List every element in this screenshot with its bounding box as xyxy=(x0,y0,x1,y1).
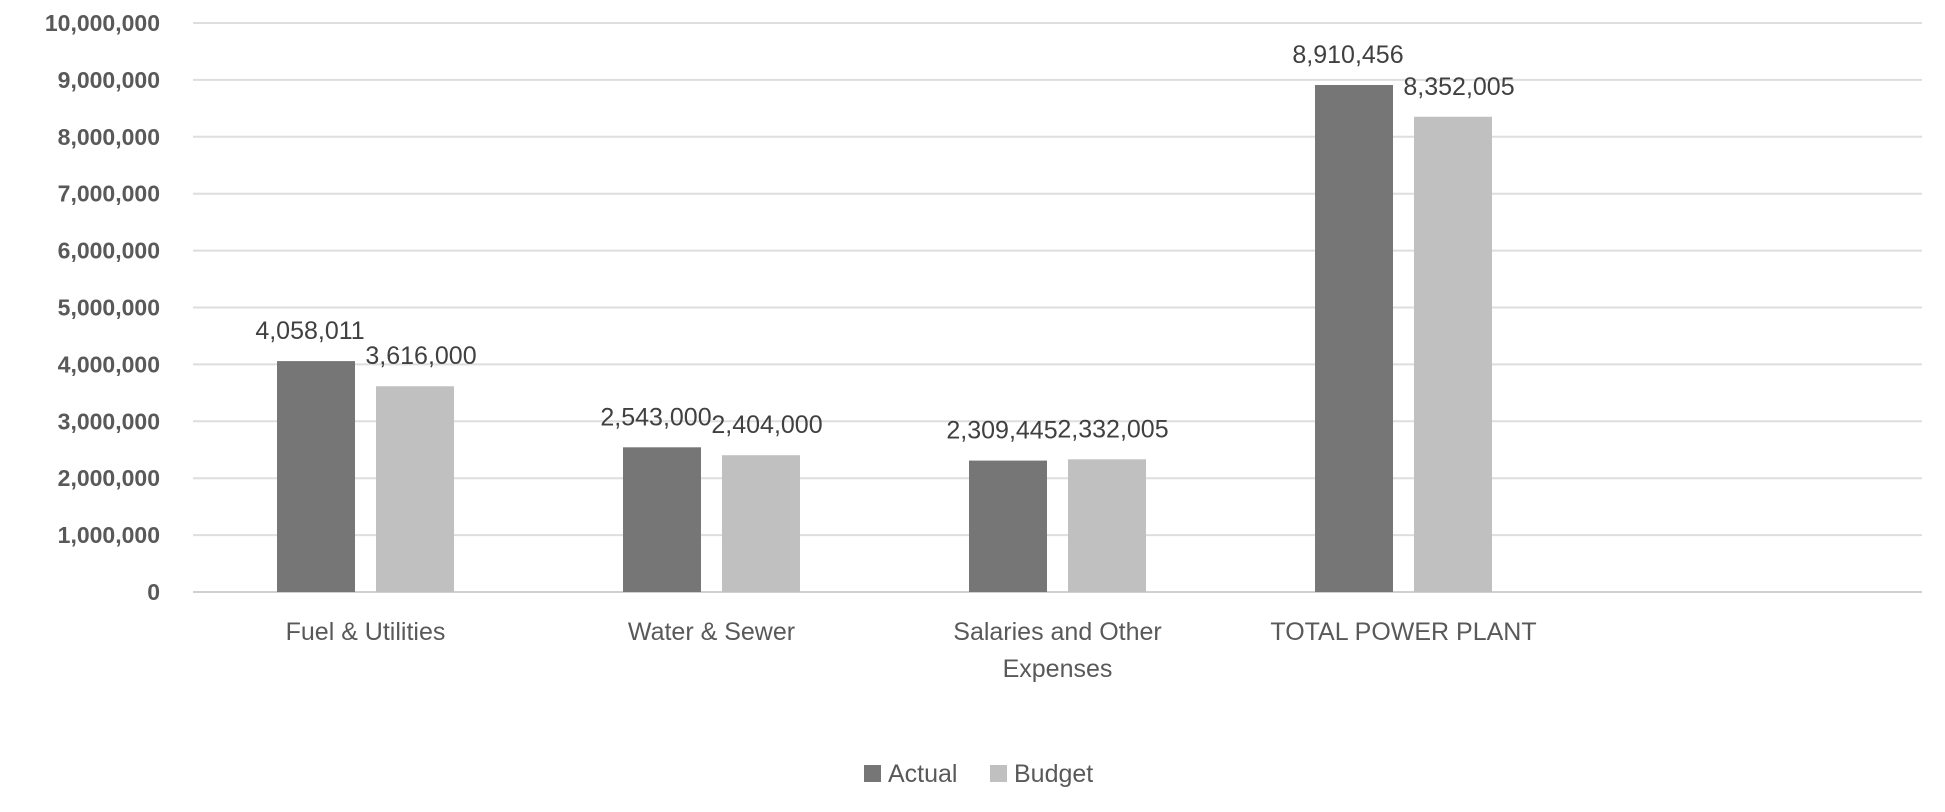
y-tick-label: 2,000,000 xyxy=(58,465,160,491)
data-label-budget: 3,616,000 xyxy=(365,342,476,370)
bar-actual xyxy=(969,460,1047,592)
data-label-actual: 4,058,011 xyxy=(255,317,364,345)
x-axis: Fuel & Utilities Water & Sewer Salaries an… xyxy=(286,618,1537,683)
gridlines xyxy=(193,22,1922,593)
bar-actual xyxy=(623,447,701,592)
y-tick-label: 4,000,000 xyxy=(58,351,160,377)
data-label-actual: 8,910,456 xyxy=(1292,41,1403,69)
legend-swatch-budget xyxy=(990,765,1007,782)
y-tick-label: 10,000,000 xyxy=(45,10,160,36)
bars xyxy=(277,84,1492,593)
x-tick-label: Fuel & Utilities xyxy=(286,618,446,646)
x-tick-label: Water & Sewer xyxy=(628,618,795,646)
legend-swatch-actual xyxy=(864,765,881,782)
y-tick-label: 0 xyxy=(147,579,160,605)
x-tick-label: Salaries and Other xyxy=(953,618,1161,646)
y-tick-label: 5,000,000 xyxy=(58,295,160,321)
y-tick-label: 3,000,000 xyxy=(58,408,160,434)
data-label-budget: 8,352,005 xyxy=(1403,73,1514,101)
data-label-actual: 2,309,445 xyxy=(946,417,1057,445)
y-tick-label: 9,000,000 xyxy=(58,67,160,93)
bar-budget xyxy=(1068,459,1146,592)
bar-budget xyxy=(722,455,800,592)
y-axis: 0 1,000,000 2,000,000 3,000,000 4,000,000 5,0… xyxy=(45,10,160,605)
bar-budget xyxy=(1414,116,1492,593)
y-tick-label: 7,000,000 xyxy=(58,181,160,207)
legend-label-actual: Actual xyxy=(888,760,957,788)
bar-actual xyxy=(1315,84,1393,592)
x-tick-label: TOTAL POWER PLANT xyxy=(1270,618,1536,646)
x-tick-label: Expenses xyxy=(1003,655,1113,683)
data-label-budget: 2,404,000 xyxy=(711,411,822,439)
data-label-budget: 2,332,005 xyxy=(1057,415,1168,443)
y-tick-label: 8,000,000 xyxy=(58,124,160,150)
legend-label-budget: Budget xyxy=(1014,760,1093,788)
data-label-actual: 2,543,000 xyxy=(600,403,711,431)
legend: Actual Budget xyxy=(864,760,1093,788)
bar-actual xyxy=(277,361,355,592)
y-tick-label: 6,000,000 xyxy=(58,238,160,264)
bar-budget xyxy=(376,386,454,592)
y-tick-label: 1,000,000 xyxy=(58,522,160,548)
